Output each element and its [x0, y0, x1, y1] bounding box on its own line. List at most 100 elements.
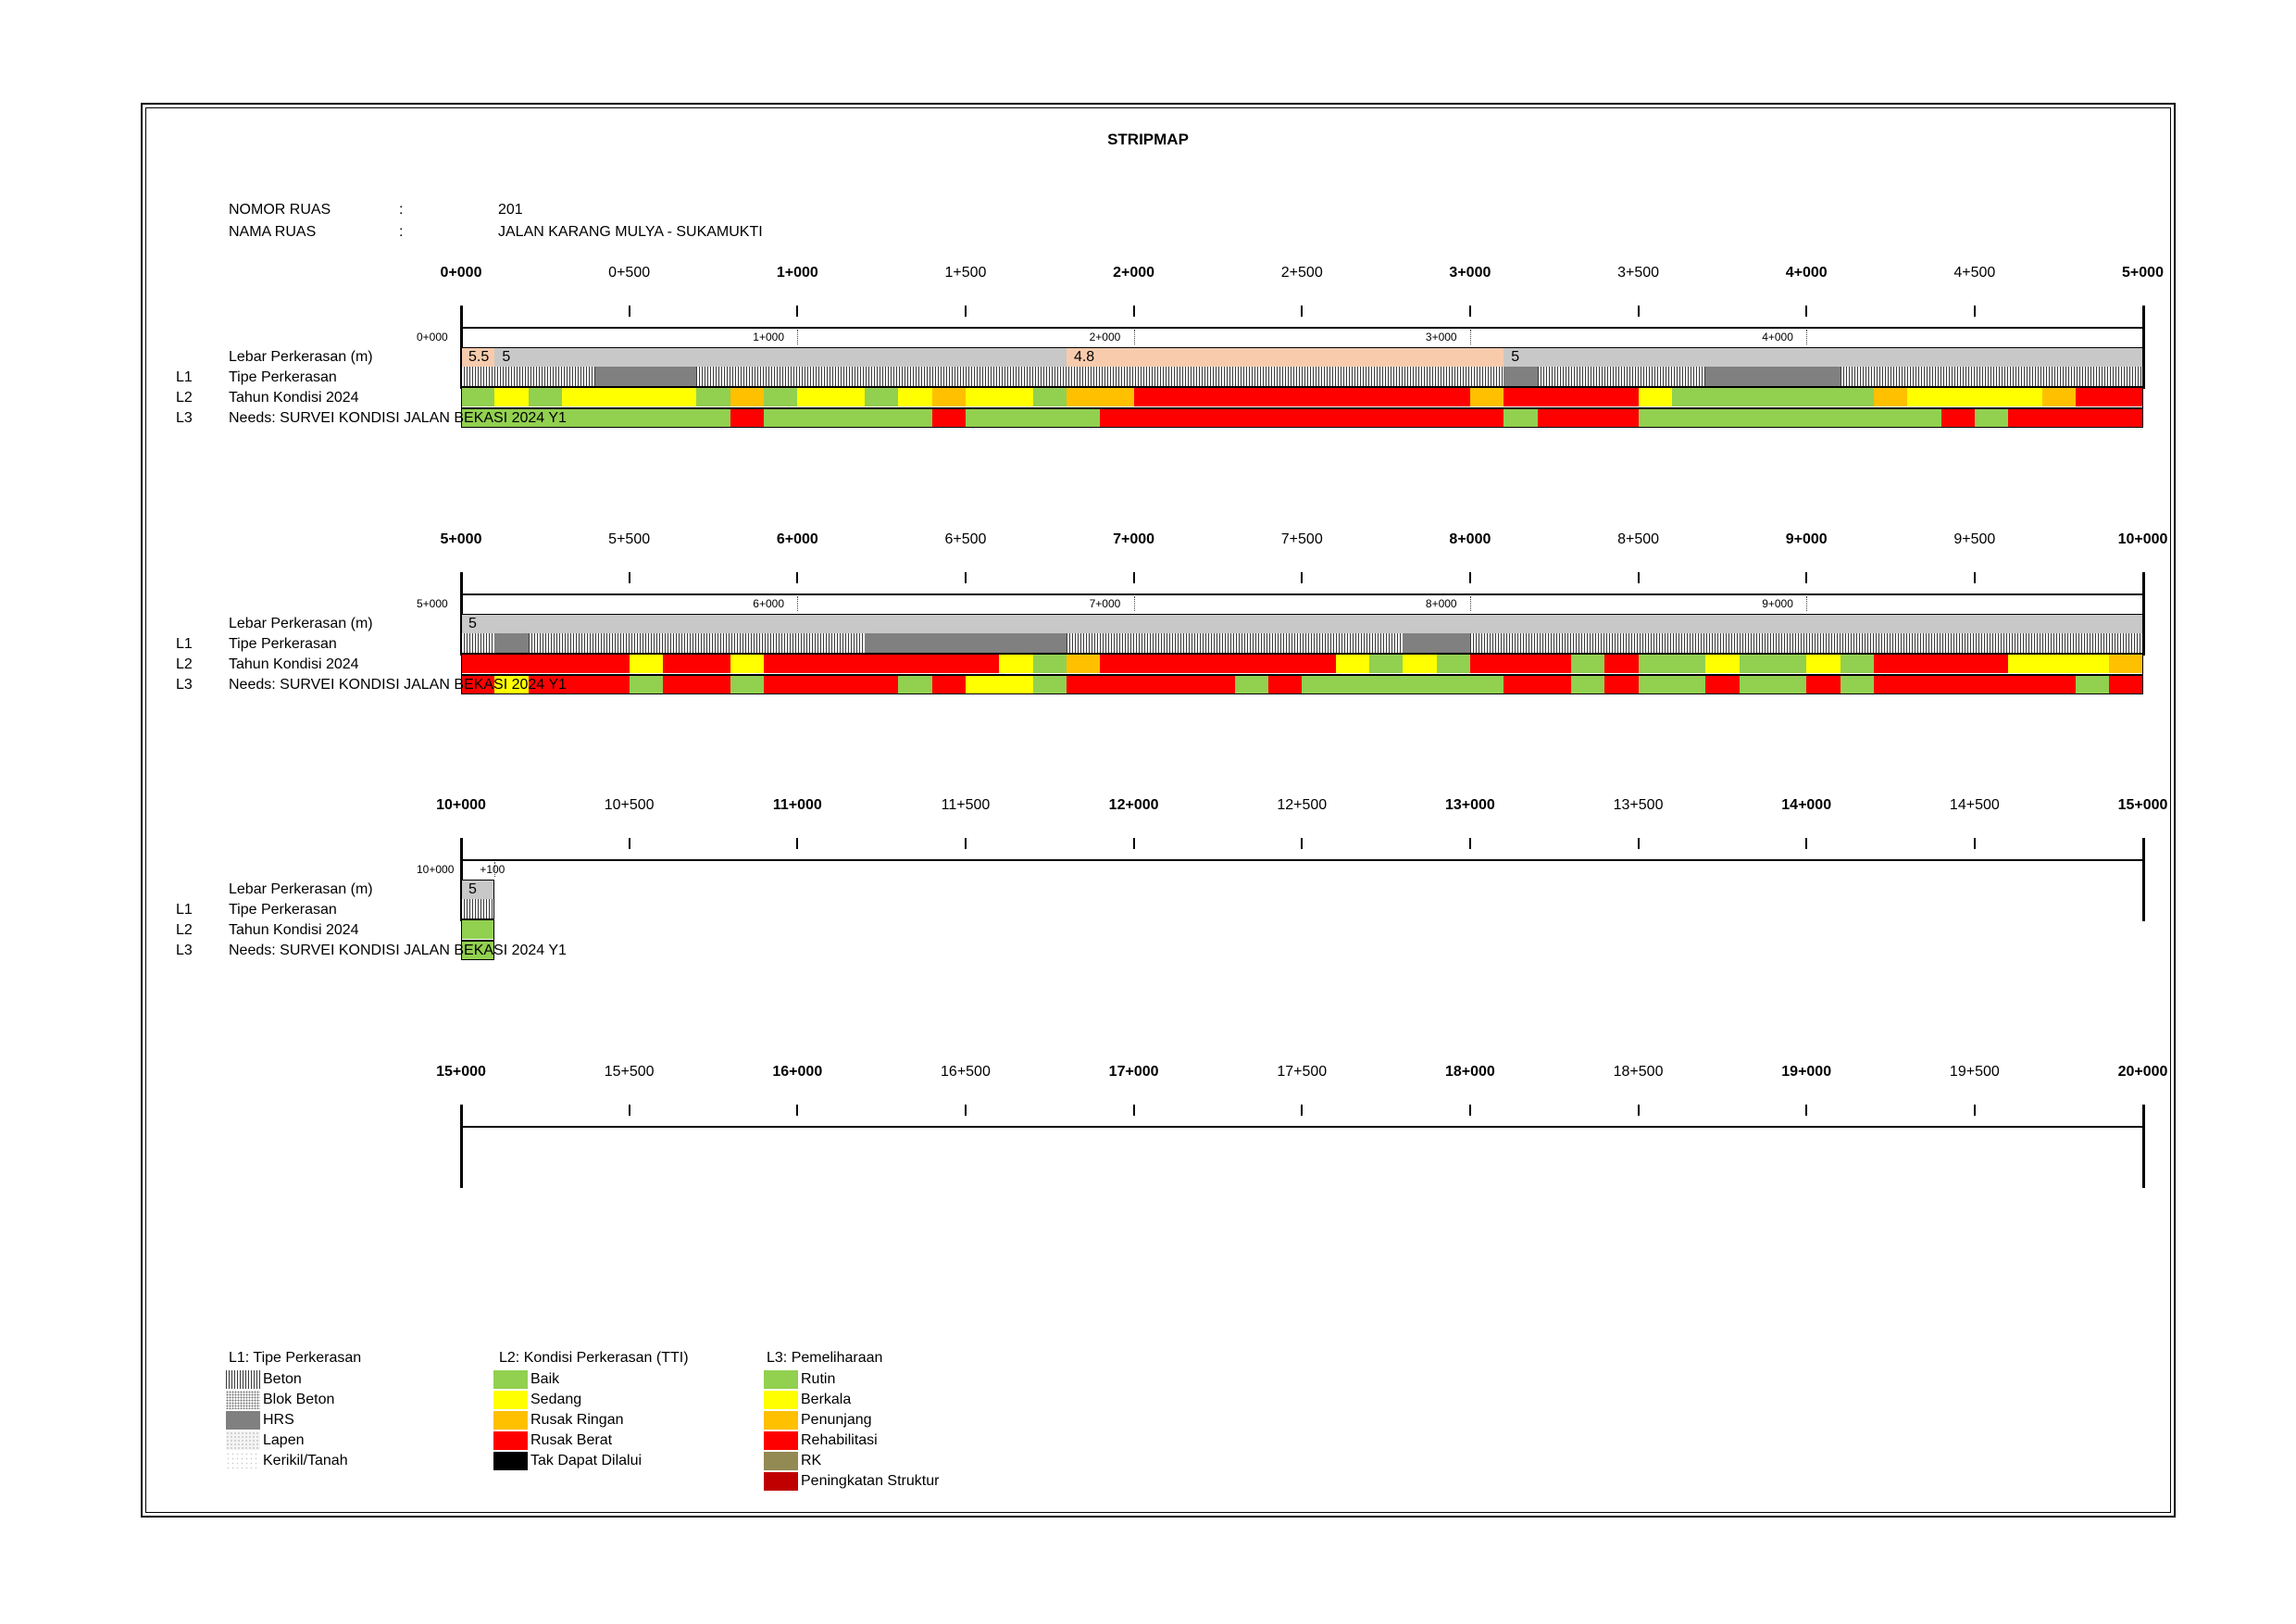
l3-needs-segment	[461, 941, 495, 959]
legend-label: Kerikil/Tanah	[263, 1453, 348, 1468]
km-label: 14+000	[1781, 797, 1832, 813]
km-label: 8+000	[1449, 531, 1491, 547]
legend-label: Rutin	[801, 1371, 836, 1387]
width-segment	[461, 614, 2143, 633]
l2-condition-segment	[1907, 387, 2042, 406]
km-tick	[1805, 572, 1808, 583]
km-tick	[1132, 572, 1135, 583]
km-tick	[1132, 838, 1135, 849]
km-label: 5+000	[440, 531, 482, 547]
l2-condition-segment	[1873, 654, 2009, 673]
l2-condition-segment	[1570, 654, 1605, 673]
legend-l3-item: Rehabilitasi	[764, 1431, 1004, 1450]
km-label: 10+000	[436, 797, 486, 813]
km-label: 7+000	[1113, 531, 1155, 547]
l2-condition-segment	[2075, 387, 2143, 406]
km-label: 0+500	[608, 265, 651, 281]
l2-condition-segment	[1671, 387, 1874, 406]
legend-label: Beton	[263, 1371, 302, 1387]
l2-condition-segment	[461, 387, 495, 406]
sub-km-label: 5+000	[417, 597, 448, 610]
l2-condition-segment	[1469, 654, 1571, 673]
km-axis-line	[461, 327, 2143, 329]
row-label-l1: Tipe Perkerasan	[229, 636, 337, 652]
l2-condition-segment	[931, 387, 966, 406]
legend-label: Sedang	[530, 1392, 582, 1407]
km-tick	[1973, 838, 1976, 849]
km-label: 20+000	[2117, 1064, 2168, 1080]
km-tick	[964, 306, 967, 317]
legend-swatch	[493, 1370, 528, 1389]
row-label-l2: Tahun Kondisi 2024	[229, 656, 359, 672]
l2-condition-segment	[730, 654, 764, 673]
legend-swatch	[493, 1411, 528, 1430]
legend-label: Lapen	[263, 1432, 305, 1448]
nama-ruas-value: JALAN KARANG MULYA - SUKAMUKTI	[498, 224, 763, 240]
km-axis-end	[2141, 1105, 2145, 1188]
l1-pavement-segment	[696, 367, 1504, 386]
l3-needs-segment	[1267, 675, 1303, 693]
legend-swatch	[226, 1391, 260, 1409]
legend-label: Blok Beton	[263, 1392, 335, 1407]
l3-needs-segment	[1504, 408, 1538, 427]
l2-condition-segment	[1436, 654, 1470, 673]
km-label: 6+500	[944, 531, 987, 547]
km-axis-line	[461, 859, 2143, 861]
km-tick	[796, 306, 799, 317]
l3-needs-segment	[629, 675, 663, 693]
km-tick	[1468, 572, 1471, 583]
km-tick	[1301, 838, 1304, 849]
page-frame-outer	[141, 103, 2176, 1518]
legend-l2-item: Rusak Ringan	[493, 1411, 734, 1430]
row-code-l1: L1	[176, 902, 193, 918]
km-tick	[628, 306, 630, 317]
row-code-l2: L2	[176, 390, 193, 406]
legend-label: HRS	[263, 1412, 294, 1428]
l3-needs-segment	[1873, 675, 2076, 693]
km-tick	[1468, 1105, 1471, 1116]
km-tick	[1805, 1105, 1808, 1116]
km-label: 13+000	[1444, 797, 1495, 813]
nomor-ruas-sep: :	[399, 202, 404, 218]
row-label-lebar: Lebar Perkerasan (m)	[229, 349, 373, 365]
km-tick	[1637, 838, 1640, 849]
row-label-l3: Needs: SURVEI KONDISI JALAN BEKASI 2024 …	[229, 943, 567, 958]
l2-condition-segment	[1604, 654, 1639, 673]
legend-swatch	[226, 1411, 260, 1430]
nomor-ruas-label: NOMOR RUAS	[229, 202, 331, 218]
width-value: 5.5	[468, 349, 490, 365]
km-tick	[1637, 306, 1640, 317]
km-label: 7+500	[1280, 531, 1323, 547]
km-label: 15+000	[436, 1064, 486, 1080]
sub-km-label: 7+000	[1089, 597, 1121, 610]
sub-km-marker	[1806, 596, 1808, 611]
l1-pavement-segment	[1066, 633, 1404, 653]
legend-l2-item: Baik	[493, 1370, 734, 1389]
legend-l3-title: L3: Pemeliharaan	[767, 1350, 883, 1366]
legend-swatch	[764, 1472, 798, 1491]
row-label-l2: Tahun Kondisi 2024	[229, 390, 359, 406]
width-segment	[461, 880, 495, 899]
l3-needs-segment	[2008, 408, 2143, 427]
km-label: 3+000	[1449, 265, 1491, 281]
legend-swatch	[493, 1431, 528, 1450]
l2-condition-segment	[494, 387, 529, 406]
l2-condition-segment	[1504, 387, 1639, 406]
l2-condition-segment	[1873, 387, 1908, 406]
legend-swatch	[493, 1452, 528, 1470]
l2-condition-segment	[696, 387, 730, 406]
l3-needs-segment	[730, 675, 764, 693]
km-label: 10+500	[604, 797, 655, 813]
l2-condition-segment	[2008, 654, 2110, 673]
width-value: 5	[468, 616, 477, 631]
l2-condition-segment	[629, 654, 663, 673]
km-tick	[628, 572, 630, 583]
row-code-l2: L2	[176, 922, 193, 938]
l2-condition-segment	[1133, 387, 1470, 406]
l3-needs-segment	[1739, 675, 1807, 693]
km-tick	[1301, 306, 1304, 317]
km-label: 14+500	[1949, 797, 2000, 813]
sub-km-label: 8+000	[1425, 597, 1457, 610]
l2-condition-segment	[864, 387, 899, 406]
km-label: 12+000	[1108, 797, 1159, 813]
